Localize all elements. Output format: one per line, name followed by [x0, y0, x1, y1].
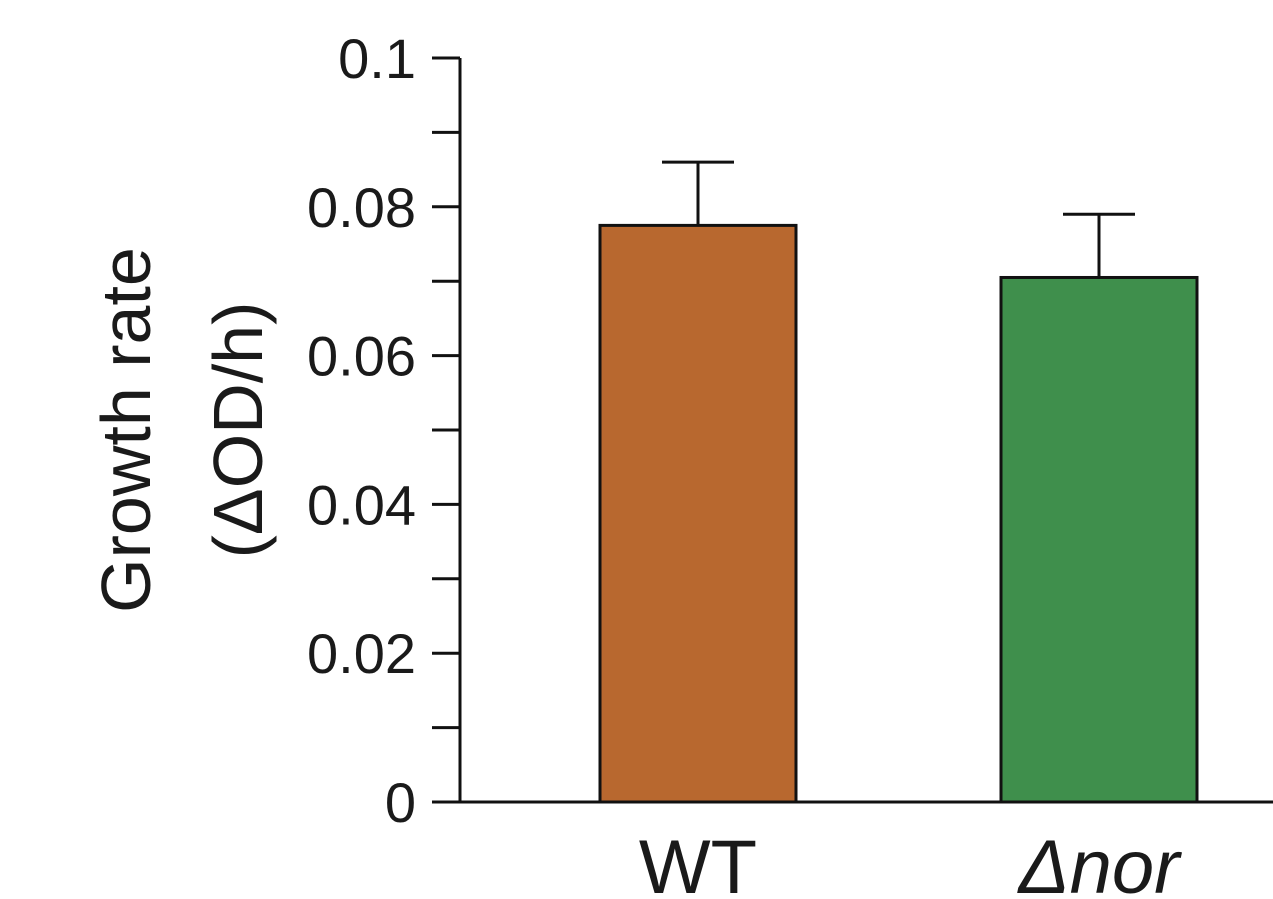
error-bars-group: [662, 160, 1135, 278]
bars-group: [598, 223, 1199, 804]
x-tick-label-0: WT: [639, 825, 757, 899]
y-axis-title-line-2: (ΔOD/h): [199, 302, 277, 559]
x-tick-label-1: Δnor: [1017, 825, 1183, 899]
y-tick-label-3: 0.06: [307, 325, 416, 388]
x-axis: WT Δnor: [432, 800, 1273, 899]
y-tick-label-0: 0: [385, 771, 416, 834]
y-axis: 0 0.02 0.04 0.06 0.08 0.1: [307, 27, 462, 834]
y-tick-label-1: 0.02: [307, 622, 416, 685]
y-tick-label-4: 0.08: [307, 176, 416, 239]
y-axis-title: Growth rate (ΔOD/h): [87, 247, 277, 613]
bar-delta-nor: [999, 275, 1199, 804]
y-tick-label-5: 0.1: [338, 27, 416, 90]
bar-wt: [598, 223, 798, 804]
y-tick-label-2: 0.04: [307, 473, 416, 536]
y-axis-title-line-1: Growth rate: [87, 247, 165, 613]
